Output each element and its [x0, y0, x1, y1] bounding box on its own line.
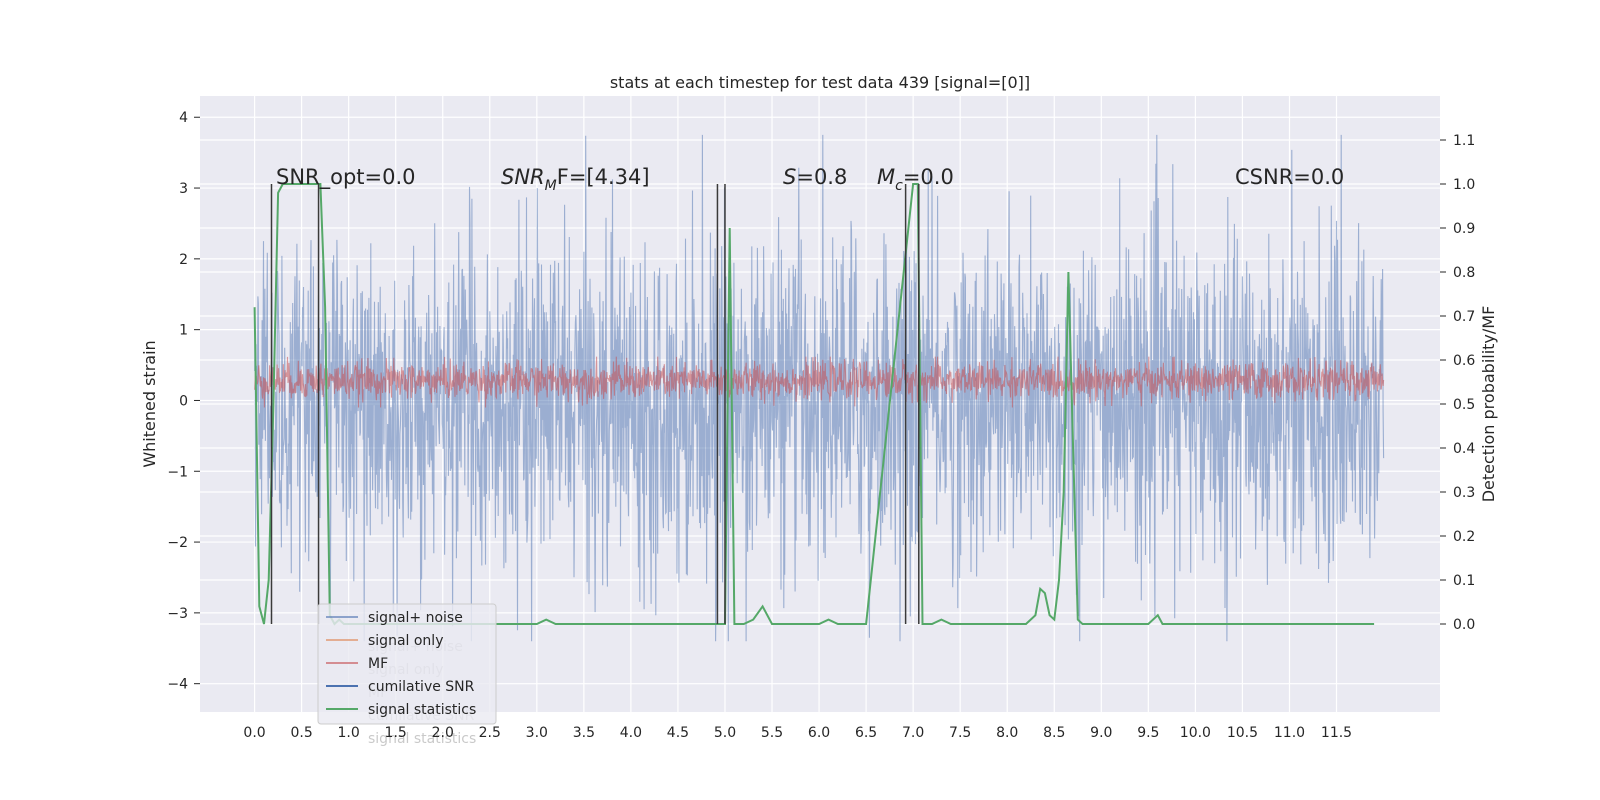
x-tick-label: 2.5 — [479, 725, 501, 741]
tick-labels: 0.0 0.5 1.0 1.5 2.0 2.5 3.0 3.5 4.0 4.5 5.0 5.5 6.0 6… — [167, 110, 1475, 741]
annotation-mc: Mc=0.0 — [877, 165, 954, 194]
y-tick-label-right: 0.4 — [1453, 441, 1475, 457]
y-tick-label-left: 4 — [179, 110, 188, 126]
annotation-mc-subscript: c — [895, 178, 903, 194]
annotation-s: S=0.8 — [783, 165, 847, 189]
x-tick-label: 4.0 — [620, 725, 642, 741]
y-tick-label-left: 0 — [179, 393, 188, 409]
ghost-legend-text: signal statistics — [368, 731, 476, 747]
annotation-snr-mf-value: F=[4.34] — [557, 165, 650, 189]
marker-lines — [270, 184, 920, 624]
x-tick-label: 10.0 — [1180, 725, 1211, 741]
x-tick-label: 1.5 — [385, 725, 407, 741]
x-tick-label: 5.0 — [714, 725, 736, 741]
y-tick-label-right: 1.1 — [1453, 133, 1475, 149]
y-tick-label-right: 0.1 — [1453, 573, 1475, 589]
x-tick-label: 3.0 — [526, 725, 548, 741]
y-tick-label-right: 0.6 — [1453, 353, 1475, 369]
legend-label: signal+ noise — [368, 610, 463, 626]
y-tick-label-right: 0.0 — [1453, 617, 1475, 633]
legend-label: cumilative SNR — [368, 679, 475, 695]
x-tick-label: 6.5 — [855, 725, 877, 741]
x-tick-label: 8.5 — [1043, 725, 1065, 741]
x-tick-label: 5.5 — [761, 725, 783, 741]
x-tick-label: 9.5 — [1137, 725, 1159, 741]
y-tick-label-left: −1 — [167, 464, 188, 480]
legend-items: signal+ noise signal only MF cumilative SNR… — [326, 610, 476, 718]
y-axis-label-right: Detection probability/MF — [1479, 306, 1498, 503]
annotation-csnr: CSNR=0.0 — [1235, 165, 1344, 189]
y-tick-label-right: 0.3 — [1453, 485, 1475, 501]
signal-statistics-line — [253, 183, 1375, 626]
annotation-snr-mf-symbol: SNR — [501, 165, 545, 189]
legend: signal+ noise signal only MF cumilative SNR… — [317, 603, 497, 725]
annotation-mc-value: =0.0 — [903, 165, 954, 189]
y-tick-label-left: −2 — [167, 535, 188, 551]
chart-title: stats at each timestep for test data 439… — [610, 73, 1030, 92]
annotation-snr-opt: SNR_opt=0.0 — [276, 165, 416, 190]
x-tick-label: 7.0 — [902, 725, 924, 741]
y-tick-label-left: 2 — [179, 252, 188, 268]
legend-box — [317, 603, 497, 725]
annotation-snr-mf-subscript: M — [545, 178, 557, 194]
x-tick-label: 3.5 — [573, 725, 595, 741]
x-tick-label: 0.5 — [290, 725, 312, 741]
y-tick-label-right: 0.7 — [1453, 309, 1475, 325]
y-tick-label-right: 0.5 — [1453, 397, 1475, 413]
x-tick-label: 4.5 — [667, 725, 689, 741]
y-tick-label-left: −3 — [167, 606, 188, 622]
signal-noise-line — [254, 134, 1385, 642]
x-tick-label: 0.0 — [243, 725, 265, 741]
series-mf — [254, 356, 1385, 408]
x-tick-label: 10.5 — [1227, 725, 1258, 741]
annotation-s-value: =0.8 — [796, 165, 847, 189]
y-tick-label-left: 1 — [179, 323, 188, 339]
series-signal-noise — [254, 134, 1385, 642]
y-tick-label-right: 0.2 — [1453, 529, 1475, 545]
y-axis-label-left: Whitened strain — [140, 340, 159, 467]
x-tick-label: 11.5 — [1321, 725, 1352, 741]
x-tick-label: 2.0 — [432, 725, 454, 741]
y-tick-label-left: 3 — [179, 181, 188, 197]
x-tick-label: 7.5 — [949, 725, 971, 741]
legend-label: signal only — [368, 633, 443, 649]
x-tick-label: 11.0 — [1274, 725, 1305, 741]
annotation-mc-symbol: M — [877, 165, 895, 189]
annotation-s-symbol: S — [783, 165, 796, 189]
x-tick-label: 8.0 — [996, 725, 1018, 741]
y-tick-label-right: 0.9 — [1453, 221, 1475, 237]
annotation-snr-mf: SNRMF=[4.34] — [501, 165, 650, 194]
x-tick-label: 9.0 — [1090, 725, 1112, 741]
legend-label: MF — [368, 656, 388, 672]
legend-label: signal statistics — [368, 702, 476, 718]
y-tick-label-right: 0.8 — [1453, 265, 1475, 281]
x-tick-label: 1.0 — [338, 725, 360, 741]
y-tick-label-left: −4 — [167, 677, 188, 693]
y-tick-label-right: 1.0 — [1453, 177, 1475, 193]
x-tick-label: 6.0 — [808, 725, 830, 741]
mf-line — [254, 356, 1385, 408]
series-signal-statistics — [253, 183, 1375, 626]
